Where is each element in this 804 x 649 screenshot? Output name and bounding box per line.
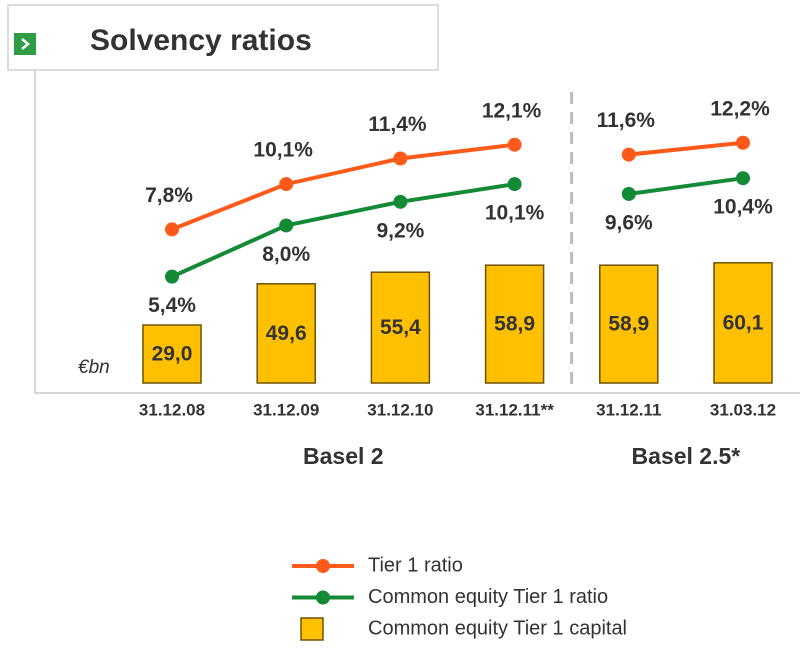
unit-label: €bn <box>78 357 110 378</box>
bar-value-label: 58,9 <box>494 313 535 336</box>
bar <box>713 262 773 384</box>
title-box <box>7 4 439 71</box>
line <box>171 140 744 232</box>
line-marker <box>621 147 636 162</box>
line <box>171 176 744 279</box>
line-value-label: 12,1% <box>482 99 542 122</box>
bar <box>484 264 545 384</box>
line-marker <box>736 171 750 186</box>
legend-marker <box>316 590 330 605</box>
chart-title: Solvency ratios <box>90 24 312 57</box>
bar <box>142 324 202 384</box>
legend-swatch <box>300 617 324 641</box>
line-value-label: 10,1% <box>253 139 313 162</box>
bar <box>599 264 659 384</box>
title-icon <box>14 33 36 55</box>
bar <box>256 283 316 384</box>
title-icon-arrow <box>21 38 30 50</box>
x-tick-label: 31.03.12 <box>710 400 776 419</box>
legend-label: Common equity Tier 1 capital <box>368 617 627 639</box>
line-marker <box>165 222 179 237</box>
line-value-label: 9,6% <box>605 212 653 235</box>
bar-value-label: 58,9 <box>608 313 649 336</box>
x-tick-label: 31.12.11** <box>475 400 554 419</box>
x-tick-label: 31.12.09 <box>253 400 319 419</box>
line-value-label: 10,1% <box>485 202 545 225</box>
group-label: Basel 2.5* <box>632 443 741 469</box>
line-marker <box>279 177 294 192</box>
line-value-label: 10,4% <box>713 196 773 219</box>
line-marker <box>393 194 408 209</box>
line-value-label: 12,2% <box>710 97 770 120</box>
line-marker <box>393 151 408 166</box>
line-marker <box>621 186 636 201</box>
line-marker <box>507 177 522 192</box>
line-marker <box>165 269 179 284</box>
line-value-label: 11,4% <box>368 113 427 136</box>
x-tick-label: 31.12.10 <box>367 400 433 419</box>
line-marker <box>279 218 294 233</box>
line-marker <box>507 137 522 152</box>
bar-value-label: 49,6 <box>266 322 307 345</box>
line-value-label: 8,0% <box>262 243 310 266</box>
line-value-label: 11,6% <box>597 109 656 132</box>
frame <box>34 70 800 394</box>
line-marker <box>736 135 750 150</box>
legend-marker <box>316 559 330 573</box>
legend-label: Tier 1 ratio <box>368 554 463 576</box>
bar-value-label: 55,4 <box>380 316 421 339</box>
bar <box>370 271 431 384</box>
line-value-label: 9,2% <box>376 219 424 242</box>
legend-label: Common equity Tier 1 ratio <box>368 586 608 608</box>
x-tick-label: 31.12.11 <box>596 400 661 419</box>
line-value-label: 7,8% <box>145 184 193 207</box>
bar-value-label: 29,0 <box>152 343 193 366</box>
line-value-label: 5,4% <box>148 294 196 317</box>
bar-value-label: 60,1 <box>723 311 764 334</box>
x-tick-label: 31.12.08 <box>139 400 205 419</box>
group-label: Basel 2 <box>303 443 384 469</box>
